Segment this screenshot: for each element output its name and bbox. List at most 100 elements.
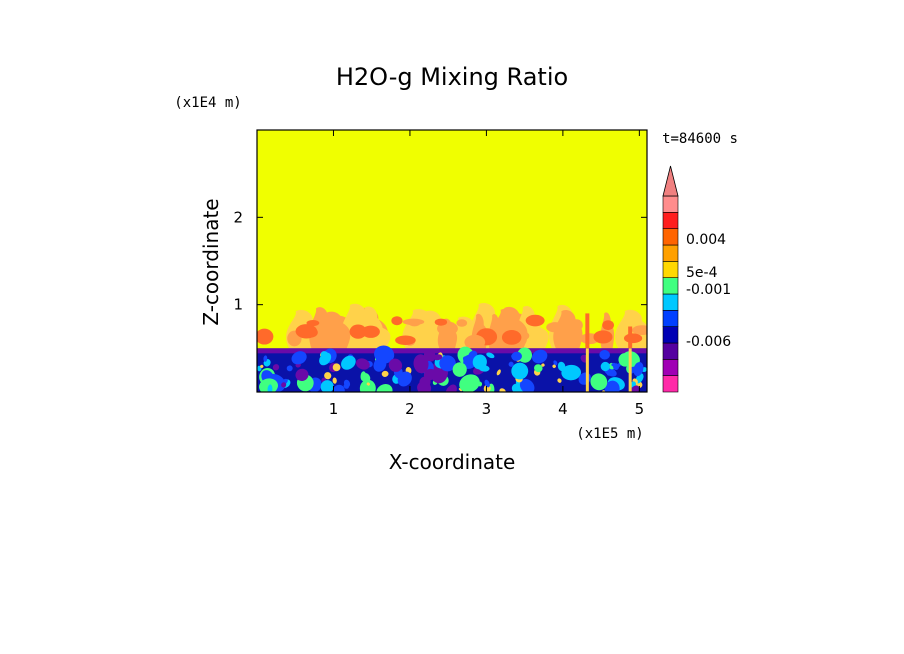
plume-core bbox=[623, 333, 643, 344]
turbulence-blob bbox=[439, 355, 456, 372]
y-unit-label: (x1E4 m) bbox=[174, 95, 241, 111]
turbulence-blob bbox=[381, 370, 389, 377]
time-label: t=84600 s bbox=[662, 131, 738, 147]
colorbar-segment bbox=[662, 375, 679, 393]
turbulence-blob bbox=[540, 351, 544, 357]
plume-core bbox=[306, 319, 320, 327]
plot-area bbox=[257, 130, 647, 392]
plume-column bbox=[585, 348, 589, 392]
turbulence-blob bbox=[462, 356, 469, 362]
turbulence-blob bbox=[360, 371, 367, 382]
x-tick-label: 2 bbox=[405, 400, 415, 418]
turbulence-blob bbox=[260, 364, 264, 369]
turbulence-blob bbox=[388, 358, 403, 372]
turbulence-blob bbox=[272, 364, 280, 371]
turbulence-blob bbox=[366, 382, 370, 386]
plume-core bbox=[593, 330, 613, 344]
colorbar-label: 0.004 bbox=[686, 232, 726, 248]
plume-core bbox=[464, 334, 486, 350]
turbulence-blob bbox=[281, 382, 287, 388]
plume-core bbox=[501, 330, 522, 345]
turbulence-blob bbox=[604, 380, 620, 392]
turbulence-blob bbox=[552, 364, 556, 369]
turbulence-blob bbox=[286, 365, 293, 372]
turbulence-blob bbox=[511, 362, 529, 380]
colorbar-segment bbox=[662, 326, 679, 344]
turbulence-blob bbox=[486, 352, 495, 359]
turbulence-blob bbox=[511, 351, 522, 361]
turbulence-blob bbox=[324, 372, 332, 380]
chart-title: H2O-g Mixing Ratio bbox=[336, 63, 568, 91]
mixing-layer bbox=[257, 303, 647, 392]
colorbar-segment bbox=[662, 359, 679, 376]
y-tick-label: 2 bbox=[233, 208, 243, 226]
x-tick-label: 4 bbox=[558, 400, 568, 418]
turbulence-blob bbox=[376, 384, 393, 392]
turbulence-blob bbox=[332, 384, 345, 392]
plume-core bbox=[631, 325, 647, 335]
turbulence-blob bbox=[553, 360, 558, 366]
turbulence-blob bbox=[618, 353, 632, 367]
plume-core bbox=[257, 328, 274, 345]
turbulence-blob bbox=[557, 378, 562, 383]
turbulence-blob bbox=[599, 349, 610, 360]
colorbar-segment bbox=[662, 293, 679, 311]
plume-column bbox=[628, 348, 632, 392]
turbulence-blob bbox=[600, 361, 610, 372]
turbulence-blob bbox=[459, 374, 480, 392]
colorbar-label: -0.001 bbox=[686, 282, 731, 298]
turbulence-blob bbox=[355, 358, 370, 370]
plume-core bbox=[525, 314, 545, 327]
colorbar-segment bbox=[662, 228, 679, 246]
x-axis-label: X-coordinate bbox=[389, 450, 516, 474]
turbulence-blob bbox=[472, 354, 487, 370]
turbulence-blob bbox=[633, 361, 644, 377]
turbulence-blob bbox=[373, 357, 387, 372]
turbulence-blob bbox=[590, 373, 608, 391]
colorbar-label: -0.006 bbox=[686, 334, 731, 350]
plume bbox=[317, 311, 351, 351]
plume-core bbox=[349, 324, 367, 339]
plume-core bbox=[570, 319, 583, 331]
plume-core bbox=[546, 322, 565, 333]
turbulence-blob bbox=[606, 371, 612, 376]
turbulence-blob bbox=[332, 377, 337, 384]
turbulence-blob bbox=[541, 363, 545, 367]
x-axis: 1 2 3 4 5 bbox=[329, 130, 644, 418]
plot-frame bbox=[256, 129, 648, 393]
turbulence-blob bbox=[320, 380, 334, 392]
plume-core bbox=[434, 318, 448, 326]
plume-core bbox=[602, 320, 615, 331]
colorbar-segment bbox=[662, 195, 679, 213]
colorbar: 0.004 5e-4-0.001 -0.006 bbox=[662, 165, 731, 393]
plume-core bbox=[361, 325, 380, 338]
turbulence-blob bbox=[263, 355, 268, 362]
x-tick-label: 1 bbox=[329, 400, 339, 418]
plume-core bbox=[391, 316, 403, 326]
colorbar-segment bbox=[662, 310, 679, 327]
turbulence-blob bbox=[397, 371, 412, 387]
y-axis: 12 bbox=[233, 208, 647, 314]
turbulence-blob bbox=[359, 379, 376, 392]
plume-core bbox=[395, 335, 416, 345]
turbulence-blob bbox=[534, 364, 543, 373]
plume-core bbox=[303, 327, 318, 338]
colorbar-segment bbox=[662, 212, 679, 229]
turbulence-blob bbox=[413, 354, 429, 374]
plume-core bbox=[402, 318, 425, 326]
turbulence-blob bbox=[458, 388, 463, 392]
colorbar-segment bbox=[662, 277, 679, 295]
x-tick-label: 5 bbox=[635, 400, 645, 418]
lower-layer bbox=[257, 345, 647, 392]
turbulence-blob bbox=[319, 352, 332, 366]
x-unit-label: (x1E5 m) bbox=[576, 426, 643, 442]
turbulence-blob bbox=[519, 378, 535, 392]
turbulence-blob bbox=[341, 355, 356, 370]
turbulence-blob bbox=[484, 379, 490, 388]
turbulence-blob bbox=[557, 361, 566, 372]
turbulence-blob bbox=[423, 368, 437, 381]
turbulence-blob bbox=[343, 383, 349, 389]
y-axis-label: Z-coordinate bbox=[199, 198, 223, 325]
turbulence-blob bbox=[291, 351, 307, 365]
turbulence-blob bbox=[561, 364, 582, 381]
